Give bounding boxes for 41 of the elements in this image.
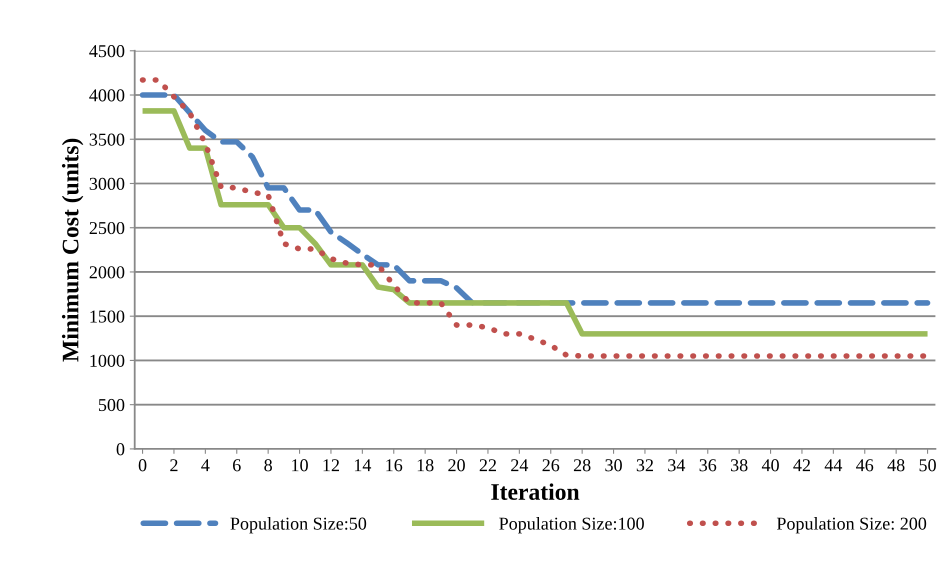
legend-label: Population Size: 200	[776, 517, 926, 534]
y-tick-label: 500	[98, 398, 124, 412]
x-tick-label: 32	[636, 459, 653, 472]
y-tick-label: 4000	[89, 89, 124, 102]
x-tick-label: 40	[762, 459, 779, 472]
x-tick-label: 34	[668, 459, 686, 472]
x-tick-label: 44	[824, 459, 842, 472]
x-tick-label: 36	[700, 459, 716, 472]
y-tick-label: 0	[116, 443, 124, 456]
x-tick-label: 50	[920, 459, 936, 472]
x-tick-label: 2	[170, 459, 178, 472]
x-tick-label: 18	[418, 459, 434, 472]
legend-label: Population Size:100	[499, 517, 644, 534]
x-tick-label: 16	[386, 459, 402, 472]
x-tick-label: 0	[138, 459, 146, 472]
x-tick-label: 14	[354, 459, 372, 472]
y-tick-label: 3000	[90, 178, 124, 190]
y-tick-label: 4500	[89, 45, 124, 58]
y-tick-label: 2000	[90, 266, 124, 278]
x-tick-label: 26	[542, 459, 560, 472]
y-tick-label: 3500	[90, 134, 124, 146]
x-tick-label: 30	[605, 459, 622, 472]
x-tick-label: 6	[233, 459, 241, 472]
x-axis-title: Iteration	[491, 483, 580, 500]
x-tick-label: 48	[887, 459, 904, 472]
x-tick-label: 20	[448, 459, 465, 472]
x-tick-label: 28	[574, 459, 590, 472]
x-tick-label: 8	[264, 459, 272, 472]
x-tick-label: 42	[793, 459, 810, 472]
y-tick-label: 1500	[90, 310, 124, 323]
y-tick-label: 2500	[90, 222, 124, 234]
y-tick-label: 1000	[90, 354, 124, 367]
x-tick-label: 22	[480, 459, 496, 472]
x-tick-label: 46	[856, 459, 874, 472]
x-tick-label: 38	[730, 459, 748, 472]
x-tick-label: 4	[201, 459, 210, 472]
y-axis-title: Minimum Cost (units)	[62, 138, 84, 362]
legend-label: Population Size:50	[230, 517, 366, 534]
x-tick-label: 10	[292, 459, 308, 472]
x-tick-label: 12	[324, 459, 339, 472]
x-tick-label: 24	[511, 459, 528, 472]
